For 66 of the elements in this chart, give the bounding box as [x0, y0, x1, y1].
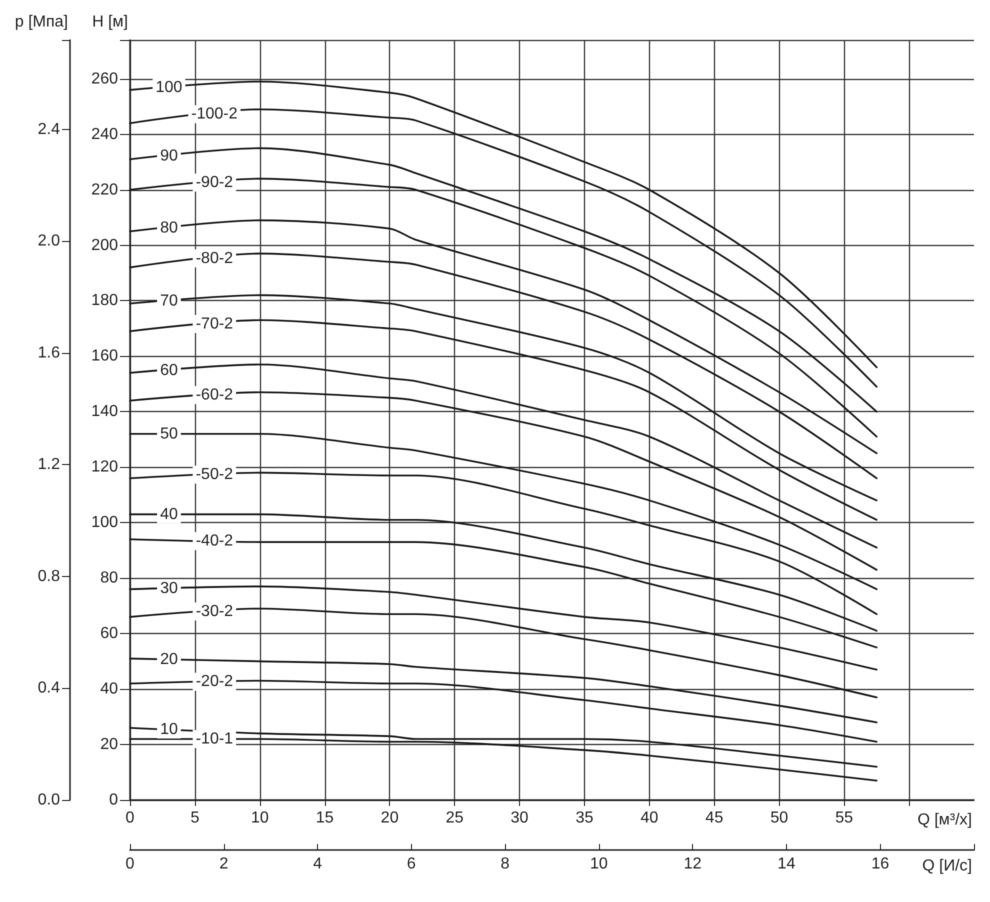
series-label: -90-2: [196, 174, 234, 192]
y2-tick-label: 2.4: [38, 120, 60, 138]
y-tick-label: 140: [91, 403, 118, 420]
x2-tick-label: 4: [313, 856, 322, 872]
y2-tick-label: 0.0: [38, 792, 60, 808]
y2-tick-label: 2.0: [38, 232, 60, 250]
y-tick-label: 220: [91, 181, 118, 198]
series-label: 40: [160, 506, 178, 523]
y-tick-label: 20: [100, 736, 118, 754]
y-tick-label: 60: [100, 625, 118, 642]
series-label: -30-2: [196, 603, 234, 620]
y-tick-label: 80: [100, 570, 118, 587]
x-tick-label: 20: [380, 810, 399, 826]
x2-tick-label: 8: [500, 856, 510, 872]
series-label: -20-2: [196, 673, 234, 690]
x2-axis-title: Q [И/с]: [922, 858, 972, 874]
y-axis-title: H [м]: [92, 14, 128, 30]
x-tick-label: 35: [576, 810, 594, 826]
x2-tick-label: 10: [590, 856, 608, 872]
x-tick-label: 0: [126, 810, 135, 826]
series-label: -10-1: [196, 730, 234, 748]
x2-tick-label: 14: [778, 856, 796, 872]
y2-axis-title: p [Мпа]: [14, 14, 68, 30]
x-tick-label: 50: [770, 810, 788, 826]
series-label: -100-2: [191, 106, 238, 123]
series-label: -80-2: [196, 250, 234, 267]
series-label: 90: [160, 147, 178, 164]
series-label: 60: [160, 362, 178, 379]
y-tick-label: 160: [91, 348, 118, 365]
y-tick-label: 260: [91, 70, 118, 88]
y-tick-label: 120: [91, 458, 118, 476]
x-tick-label: 5: [190, 810, 200, 826]
y2-tick-label: 1.6: [38, 344, 60, 362]
series-label: -40-2: [196, 532, 234, 550]
series-label: 20: [160, 650, 178, 668]
x2-tick-label: 2: [219, 856, 228, 872]
y-tick-label: 240: [91, 126, 118, 143]
x-tick-label: 30: [510, 810, 529, 826]
series-label: 10: [160, 721, 178, 738]
series-label: 70: [160, 292, 178, 310]
x2-tick-label: 6: [406, 856, 416, 872]
y2-tick-label: 0.8: [38, 568, 60, 585]
x2-tick-label: 16: [871, 856, 890, 872]
x-tick-label: 10: [250, 810, 269, 826]
x-tick-label: 40: [640, 810, 658, 826]
series-label: 100: [156, 78, 182, 96]
y2-tick-label: 1.2: [38, 456, 60, 474]
series-label: -60-2: [196, 386, 234, 404]
y-tick-label: 100: [91, 514, 118, 532]
series-label: 80: [160, 220, 178, 237]
x-tick-label: 45: [705, 810, 724, 826]
x-tick-label: 55: [835, 810, 854, 826]
series-label: 30: [160, 580, 178, 597]
x2-tick-label: 0: [126, 856, 135, 872]
x-tick-label: 25: [446, 810, 464, 826]
y-tick-label: 40: [100, 680, 118, 698]
series-label: 50: [160, 425, 178, 442]
series-label: -70-2: [196, 316, 234, 333]
y2-tick-label: 0.4: [38, 680, 60, 697]
x-tick-label: 15: [316, 810, 334, 826]
y-tick-label: 180: [91, 292, 118, 310]
x-axis-title: Q [м³/х]: [917, 812, 972, 828]
y-tick-label: 0: [109, 792, 118, 808]
y-tick-label: 200: [91, 236, 118, 254]
series-label: -50-2: [196, 466, 234, 484]
x2-tick-label: 12: [684, 856, 702, 872]
